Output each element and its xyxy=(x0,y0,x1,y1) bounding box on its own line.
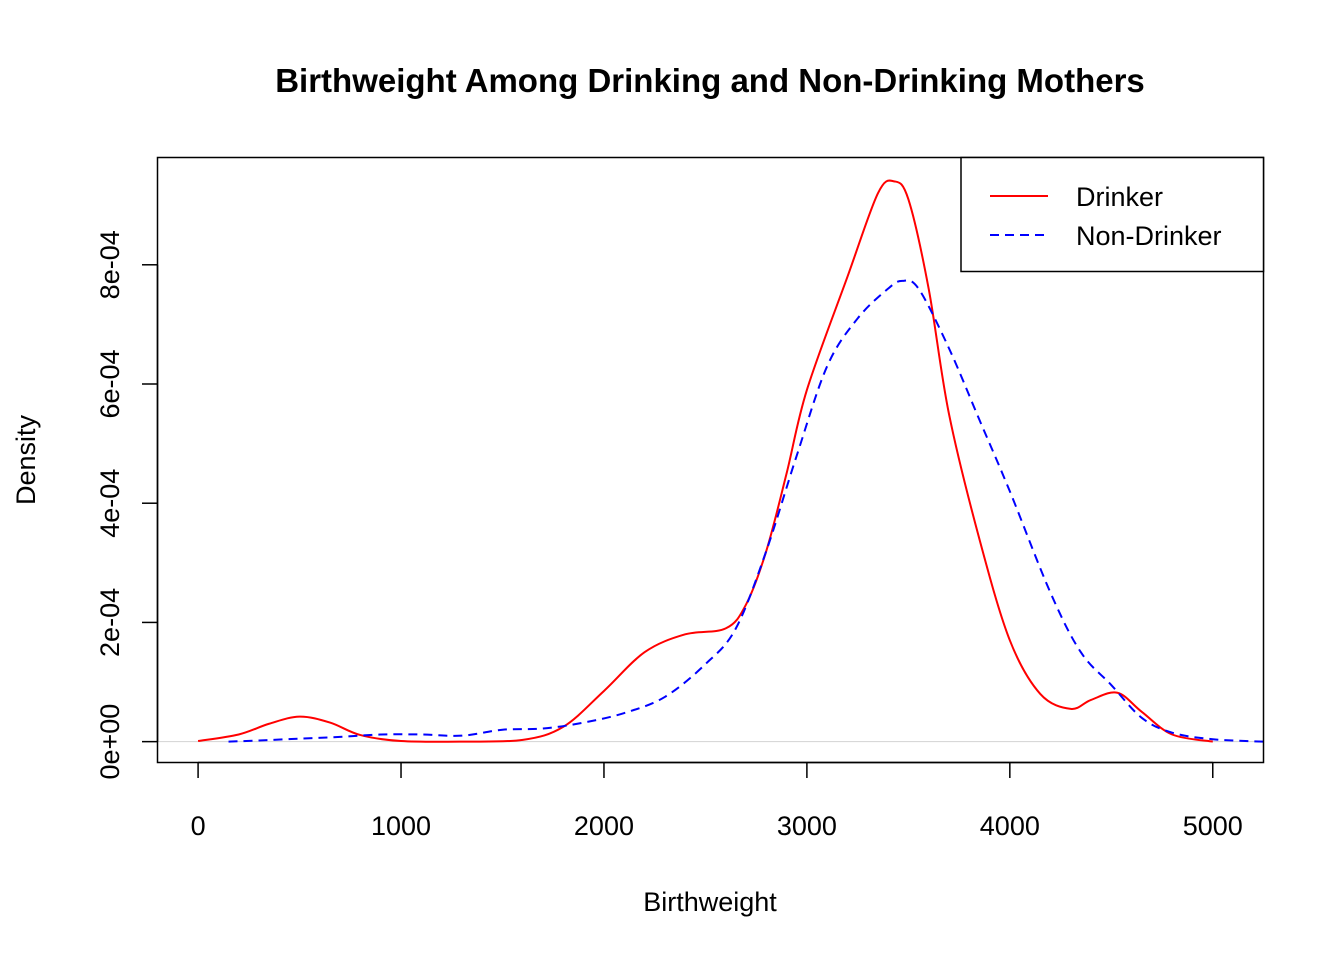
x-axis-title: Birthweight xyxy=(643,887,777,917)
x-tick-label: 2000 xyxy=(574,811,634,841)
y-axis-title: Density xyxy=(11,414,41,505)
y-tick-label: 2e-04 xyxy=(95,588,125,657)
series-line-non-drinker xyxy=(228,279,1264,743)
legend: Drinker Non-Drinker xyxy=(960,156,1265,273)
series-layer xyxy=(197,179,1264,743)
x-tick-label: 3000 xyxy=(777,811,837,841)
series-line-drinker xyxy=(197,179,1213,743)
chart-title: Birthweight Among Drinking and Non-Drink… xyxy=(275,62,1145,99)
legend-label-drinker: Drinker xyxy=(1076,182,1163,212)
y-tick-label: 8e-04 xyxy=(95,230,125,299)
x-tick-label: 4000 xyxy=(980,811,1040,841)
legend-label-non-drinker: Non-Drinker xyxy=(1076,221,1222,251)
x-axis: 0 1000 2000 3000 4000 5000 xyxy=(191,761,1243,841)
y-tick-label: 4e-04 xyxy=(95,469,125,538)
y-tick-label: 0e+00 xyxy=(95,704,125,780)
x-tick-label: 1000 xyxy=(371,811,431,841)
x-tick-label: 0 xyxy=(191,811,206,841)
y-tick-label: 6e-04 xyxy=(95,349,125,418)
x-tick-label: 5000 xyxy=(1183,811,1243,841)
y-axis: 0e+00 2e-04 4e-04 6e-04 8e-04 xyxy=(95,230,159,780)
legend-box xyxy=(960,156,1265,273)
